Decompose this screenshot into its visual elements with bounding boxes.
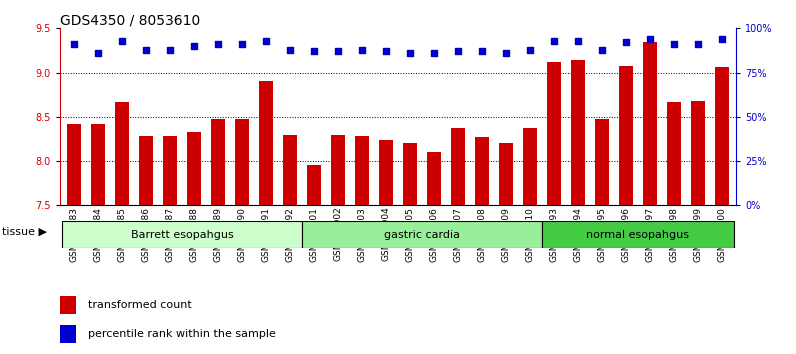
Point [451, 48, 464, 54]
Point [380, 48, 392, 54]
Point [115, 38, 128, 44]
Point [68, 41, 80, 47]
Bar [139, 136, 153, 205]
Bar [163, 136, 177, 205]
Point [524, 47, 537, 52]
Point [643, 36, 656, 42]
Bar [302, 221, 542, 248]
Bar [380, 140, 392, 205]
Bar [62, 221, 302, 248]
Point [164, 47, 177, 52]
Bar [499, 143, 513, 205]
Text: gastric cardia: gastric cardia [384, 229, 460, 240]
Point [308, 48, 321, 54]
Bar [212, 119, 224, 205]
Bar [595, 119, 608, 205]
Point [595, 47, 608, 52]
Bar [572, 60, 584, 205]
Bar [643, 42, 657, 205]
Point [668, 41, 681, 47]
Point [332, 48, 345, 54]
Bar [355, 136, 369, 205]
Point [475, 48, 488, 54]
Bar [619, 66, 633, 205]
Bar [283, 135, 297, 205]
Bar [475, 137, 489, 205]
Bar [523, 129, 537, 205]
Point [619, 40, 632, 45]
Text: normal esopahgus: normal esopahgus [587, 229, 689, 240]
Bar [451, 129, 465, 205]
Point [92, 50, 104, 56]
Bar [691, 101, 704, 205]
Bar [331, 136, 345, 205]
Point [212, 41, 224, 47]
Bar [60, 296, 76, 314]
Point [356, 47, 369, 52]
Bar [236, 119, 248, 205]
Bar [427, 152, 441, 205]
Point [716, 36, 728, 42]
Point [500, 50, 513, 56]
Text: percentile rank within the sample: percentile rank within the sample [88, 329, 275, 339]
Point [572, 38, 584, 44]
Bar [92, 124, 105, 205]
Bar [259, 81, 273, 205]
Bar [548, 62, 560, 205]
Bar [307, 165, 321, 205]
Bar [115, 102, 129, 205]
Point [259, 38, 272, 44]
Bar [60, 325, 76, 343]
Bar [404, 143, 416, 205]
Text: Barrett esopahgus: Barrett esopahgus [131, 229, 233, 240]
Point [283, 47, 296, 52]
Point [140, 47, 153, 52]
Point [188, 43, 201, 49]
Point [404, 50, 416, 56]
Point [548, 38, 560, 44]
Bar [188, 132, 201, 205]
Bar [542, 221, 734, 248]
Point [236, 41, 248, 47]
Bar [667, 102, 681, 205]
Point [692, 41, 704, 47]
Bar [68, 124, 80, 205]
Point [427, 50, 440, 56]
Bar [716, 67, 728, 205]
Text: tissue ▶: tissue ▶ [2, 227, 47, 237]
Text: transformed count: transformed count [88, 299, 191, 310]
Text: GDS4350 / 8053610: GDS4350 / 8053610 [60, 13, 200, 27]
